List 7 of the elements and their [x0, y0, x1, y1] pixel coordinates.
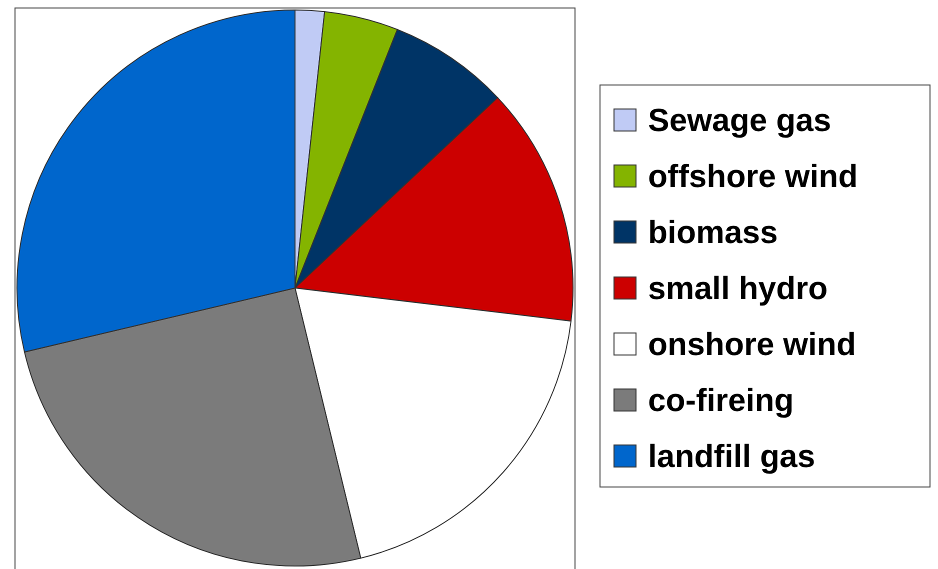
legend-label: onshore wind	[648, 326, 856, 362]
legend-label: Sewage gas	[648, 102, 832, 138]
legend-label: co-fireing	[648, 382, 794, 418]
legend-label: offshore wind	[648, 158, 858, 194]
legend-label: biomass	[648, 214, 778, 250]
legend-label: small hydro	[648, 270, 828, 306]
legend-label: landfill gas	[648, 438, 816, 474]
